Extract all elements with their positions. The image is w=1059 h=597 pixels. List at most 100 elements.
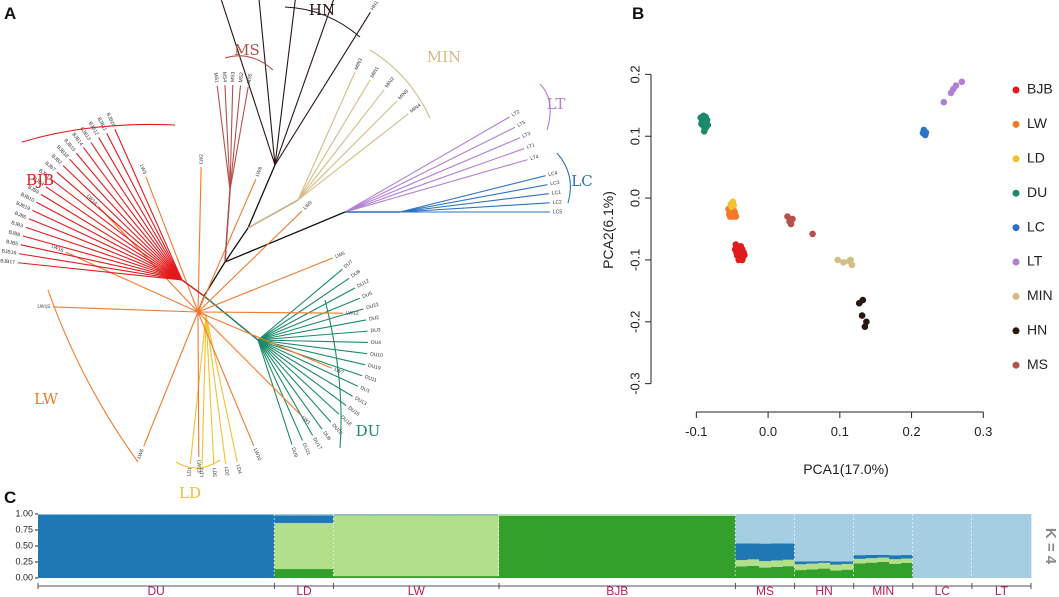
leaf-label: LW5 — [334, 251, 346, 260]
admixture-segment-k4 — [534, 514, 547, 515]
admixture-segment-k3 — [676, 515, 689, 578]
admixture-segment-k4 — [735, 514, 748, 544]
leaf-branch — [229, 85, 242, 191]
admixture-segment-k1 — [889, 555, 902, 560]
clade-label-du: DU — [356, 422, 381, 440]
admixture-segment-k2 — [558, 514, 571, 516]
admixture-segment-k1 — [357, 514, 370, 516]
leaf-label: MIN4 — [409, 102, 422, 114]
admixture-axes: 1.00 0.75 0.50 0.25 0.00 — [15, 508, 1032, 589]
admixture-segment-k1 — [345, 514, 358, 516]
clade-stem — [247, 199, 299, 229]
leaf-label: LW8 — [255, 166, 265, 178]
k-value-label: K = 4 — [1042, 528, 1059, 565]
pca-legend-label: HN — [1027, 322, 1047, 338]
admixture-segment-k1 — [770, 543, 784, 561]
leaf-branch — [197, 311, 255, 447]
admixture-segment-k1 — [61, 514, 74, 578]
admixture-segment-k4 — [546, 514, 559, 515]
admixture-segment-k3 — [534, 515, 547, 578]
pca-points — [697, 78, 966, 331]
pca-legend-item-hn: HN — [1012, 322, 1047, 338]
admixture-segment-k1 — [380, 514, 394, 516]
clade-lt: LT2 LT5 LT3 LT1 LT4 LT — [344, 83, 565, 213]
backbone-branch — [224, 227, 249, 263]
admixture-segment-k4 — [345, 514, 358, 515]
admixture-segment-k3 — [298, 569, 311, 578]
admixture-group-hn — [794, 514, 855, 578]
panel-label-c: C — [4, 488, 16, 507]
admixture-segment-k2 — [853, 558, 866, 564]
leaf-label: DU9 — [290, 447, 299, 459]
pca-y-tick-label: -0.1 — [627, 249, 642, 271]
admixture-segment-k1 — [830, 561, 843, 565]
admixture-segment-k3 — [451, 576, 464, 578]
pca-legend-label: LW — [1027, 115, 1048, 131]
admixture-y-tick-label: 0.00 — [15, 572, 33, 582]
admixture-segment-k4 — [889, 514, 902, 556]
admixture-segment-k4 — [451, 514, 464, 515]
admixture-group-label-ld: LD — [296, 584, 312, 597]
leaf-branch — [197, 210, 303, 313]
admixture-segment-k2 — [569, 514, 583, 516]
admixture-segment-k2 — [522, 514, 535, 516]
leaf-branch — [25, 226, 183, 281]
admixture-segment-k4 — [108, 514, 122, 515]
admixture-segment-k4 — [274, 514, 287, 516]
pca-legend-item-lw: LW — [1012, 115, 1048, 131]
admixture-segment-k4 — [983, 514, 996, 578]
leaf-label: LW12 — [346, 311, 359, 317]
admixture-segment-k2 — [841, 563, 855, 570]
admixture-segment-k4 — [853, 514, 866, 556]
pca-legend-marker — [1012, 292, 1020, 300]
pca-point — [739, 246, 746, 253]
clade-bracket — [175, 459, 221, 469]
admixture-segment-k3 — [818, 568, 831, 578]
leaf-label: DU22 — [366, 302, 380, 311]
leaf-label: LW1 — [300, 415, 311, 426]
admixture-segment-k4 — [818, 514, 831, 562]
pca-y-tick-label: 0.1 — [627, 127, 642, 145]
pca-legend-label: MS — [1027, 356, 1048, 372]
leaf-label: LD3 — [199, 468, 205, 478]
admixture-segment-k3 — [321, 569, 334, 578]
admixture-segment-k1 — [274, 515, 287, 523]
leaf-branch — [229, 86, 249, 191]
admixture-y-tick-label: 1.00 — [15, 508, 33, 518]
admixture-segment-k2 — [416, 515, 429, 577]
admixture-group-bjb — [499, 514, 736, 578]
admixture-segment-k4 — [629, 514, 642, 515]
leaf-label: BJB19 — [15, 200, 31, 212]
admixture-segment-k4 — [782, 514, 795, 544]
leaf-label: DU13 — [353, 395, 367, 407]
admixture-group-label-ms: MS — [756, 584, 774, 597]
admixture-segment-k3 — [487, 576, 500, 578]
leaf-branch — [297, 100, 398, 201]
admixture-segment-k3 — [688, 515, 701, 578]
admixture-segment-k2 — [794, 564, 807, 571]
admixture-segment-k3 — [865, 562, 878, 578]
admixture-segment-k3 — [510, 515, 524, 578]
admixture-segment-k1 — [475, 514, 488, 516]
leaf-label: LC5 — [553, 209, 562, 215]
leaf-label: DU8 — [350, 269, 362, 280]
leaf-branch — [297, 71, 356, 201]
admixture-segment-k2 — [676, 514, 689, 516]
admixture-segment-k3 — [759, 567, 772, 578]
leaf-branch — [197, 167, 202, 313]
leaf-label: LW13 — [195, 460, 201, 473]
panel-label-a: A — [4, 4, 16, 23]
leaf-label: BJB5 — [5, 239, 18, 247]
admixture-group-label-bjb: BJB — [606, 584, 628, 597]
admixture-segment-k1 — [463, 514, 476, 516]
admixture-segment-k2 — [333, 515, 346, 577]
leaf-label: LD5 — [211, 468, 217, 478]
leaf-branch — [216, 85, 231, 191]
admixture-segment-k2 — [593, 514, 606, 516]
admixture-segment-k2 — [321, 522, 334, 570]
pca-point — [700, 115, 707, 122]
clade-label-hn: HN — [309, 1, 335, 19]
leaf-branch — [257, 297, 360, 341]
admixture-group-label-du: DU — [148, 584, 165, 597]
pca-legend-label: LC — [1027, 218, 1045, 234]
